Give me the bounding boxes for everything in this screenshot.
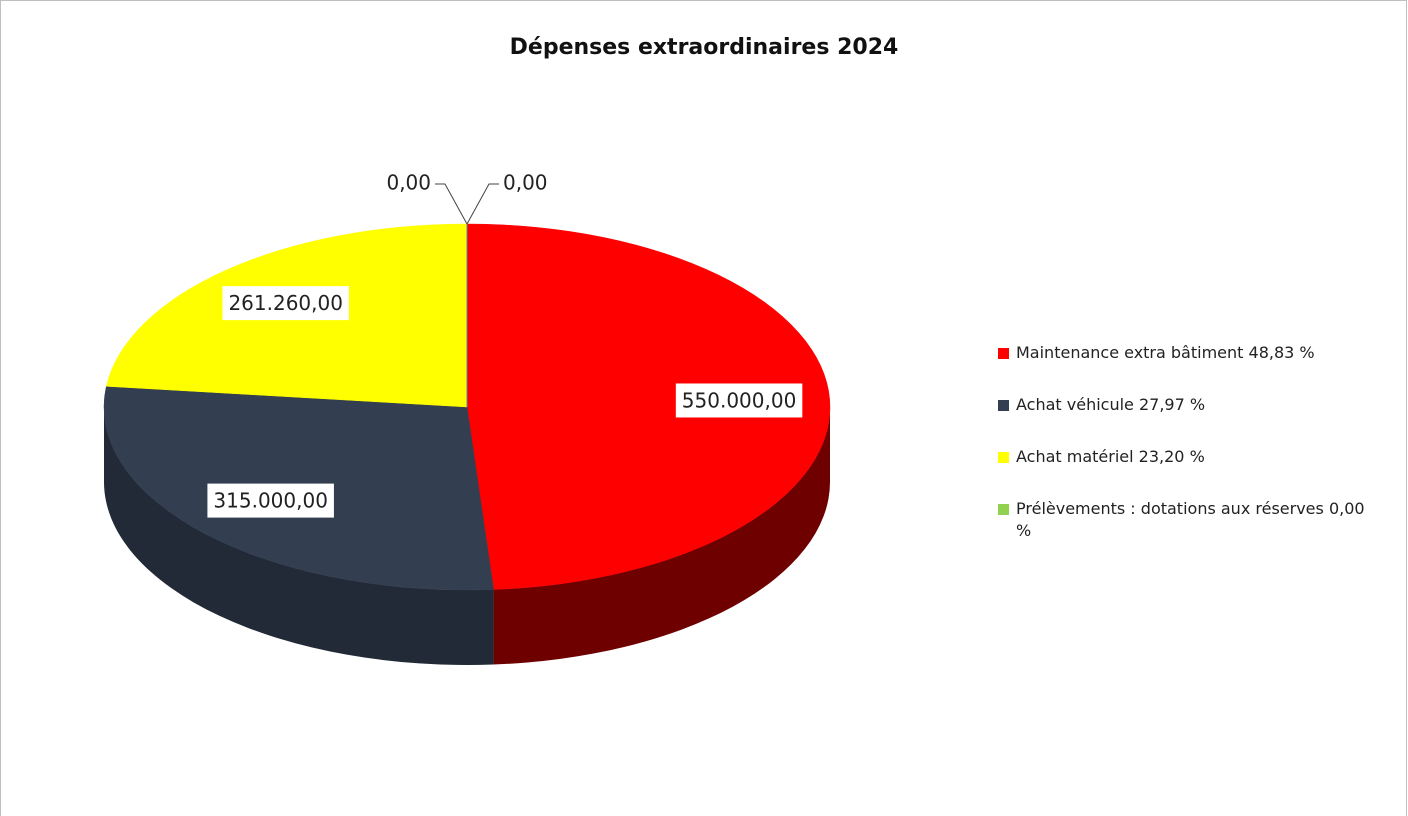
slice-side xyxy=(104,407,494,665)
legend: Maintenance extra bâtiment 48,83 % Achat … xyxy=(998,342,1378,572)
legend-item: Achat matériel 23,20 % xyxy=(998,446,1378,468)
label-box xyxy=(675,383,803,418)
legend-label: Achat matériel 23,20 % xyxy=(1016,447,1205,466)
data-label: 550.000,00 xyxy=(682,388,797,412)
leader-line xyxy=(435,183,468,225)
legend-swatch xyxy=(998,452,1009,463)
label-box xyxy=(207,483,334,518)
slice xyxy=(466,223,831,590)
legend-item: Achat véhicule 27,97 % xyxy=(998,394,1378,416)
legend-item: Prélèvements : dotations aux réserves 0,… xyxy=(998,498,1378,542)
data-label: 0,00 xyxy=(386,171,431,195)
data-label: 315.000,00 xyxy=(213,489,328,513)
legend-swatch xyxy=(998,348,1009,359)
legend-swatch xyxy=(998,400,1009,411)
legend-swatch xyxy=(998,504,1009,515)
legend-label: Prélèvements : dotations aux réserves 0,… xyxy=(1016,499,1365,540)
chart-title: Dépenses extraordinaires 2024 xyxy=(510,35,899,60)
leader-line xyxy=(466,183,499,225)
label-box xyxy=(222,286,349,321)
legend-label: Achat véhicule 27,97 % xyxy=(1016,395,1206,414)
legend-label: Maintenance extra bâtiment 48,83 % xyxy=(1016,343,1315,362)
data-label: 0,00 xyxy=(503,171,548,195)
legend-item: Maintenance extra bâtiment 48,83 % xyxy=(998,342,1378,364)
data-label: 261.260,00 xyxy=(228,291,343,315)
slice-side xyxy=(493,407,830,665)
